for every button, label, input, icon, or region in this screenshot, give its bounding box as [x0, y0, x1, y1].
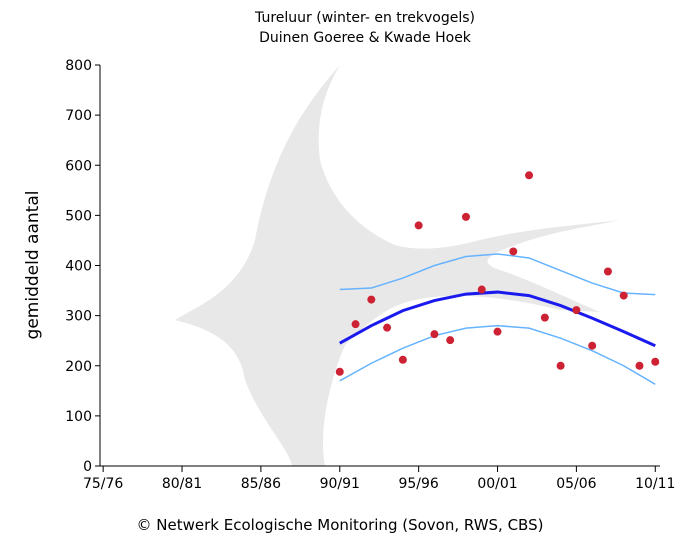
- data-point: [651, 358, 659, 366]
- bird-silhouette: [175, 65, 620, 466]
- x-tick-label: 95/96: [398, 476, 438, 492]
- x-tick-label: 00/01: [477, 476, 517, 492]
- data-point: [383, 324, 391, 332]
- y-tick-label: 500: [65, 208, 92, 224]
- y-tick-label: 200: [65, 359, 92, 375]
- x-tick-label: 85/86: [241, 476, 281, 492]
- y-tick-label: 800: [65, 58, 92, 74]
- data-point: [541, 314, 549, 322]
- data-point: [620, 292, 628, 300]
- y-tick-label: 700: [65, 108, 92, 124]
- chart: Tureluur (winter- en trekvogels) Duinen …: [0, 0, 680, 545]
- x-tick-label: 05/06: [556, 476, 596, 492]
- data-point: [430, 330, 438, 338]
- data-point: [367, 296, 375, 304]
- y-axis-label: gemiddeld aantal: [23, 191, 43, 340]
- footer: © Netwerk Ecologische Monitoring (Sovon,…: [137, 516, 544, 534]
- y-tick-label: 300: [65, 309, 92, 325]
- data-point: [604, 268, 612, 276]
- data-point: [478, 286, 486, 294]
- data-point: [494, 328, 502, 336]
- data-point: [446, 336, 454, 344]
- data-point: [557, 362, 565, 370]
- x-tick-label: 80/81: [162, 476, 202, 492]
- data-point: [399, 356, 407, 364]
- x-tick-label: 90/91: [320, 476, 360, 492]
- data-point: [415, 221, 423, 229]
- data-point: [336, 368, 344, 376]
- data-point: [462, 213, 470, 221]
- y-tick-label: 600: [65, 158, 92, 174]
- y-tick-label: 400: [65, 259, 92, 275]
- chart-subtitle: Duinen Goeree & Kwade Hoek: [259, 30, 472, 46]
- data-point: [635, 362, 643, 370]
- y-tick-label: 100: [65, 409, 92, 425]
- x-tick-label: 75/76: [83, 476, 123, 492]
- y-tick-label: 0: [83, 459, 92, 475]
- data-point: [572, 306, 580, 314]
- data-point: [509, 247, 517, 255]
- data-point: [525, 171, 533, 179]
- chart-title: Tureluur (winter- en trekvogels): [254, 10, 475, 26]
- x-tick-label: 10/11: [635, 476, 675, 492]
- data-point: [588, 342, 596, 350]
- data-point: [352, 320, 360, 328]
